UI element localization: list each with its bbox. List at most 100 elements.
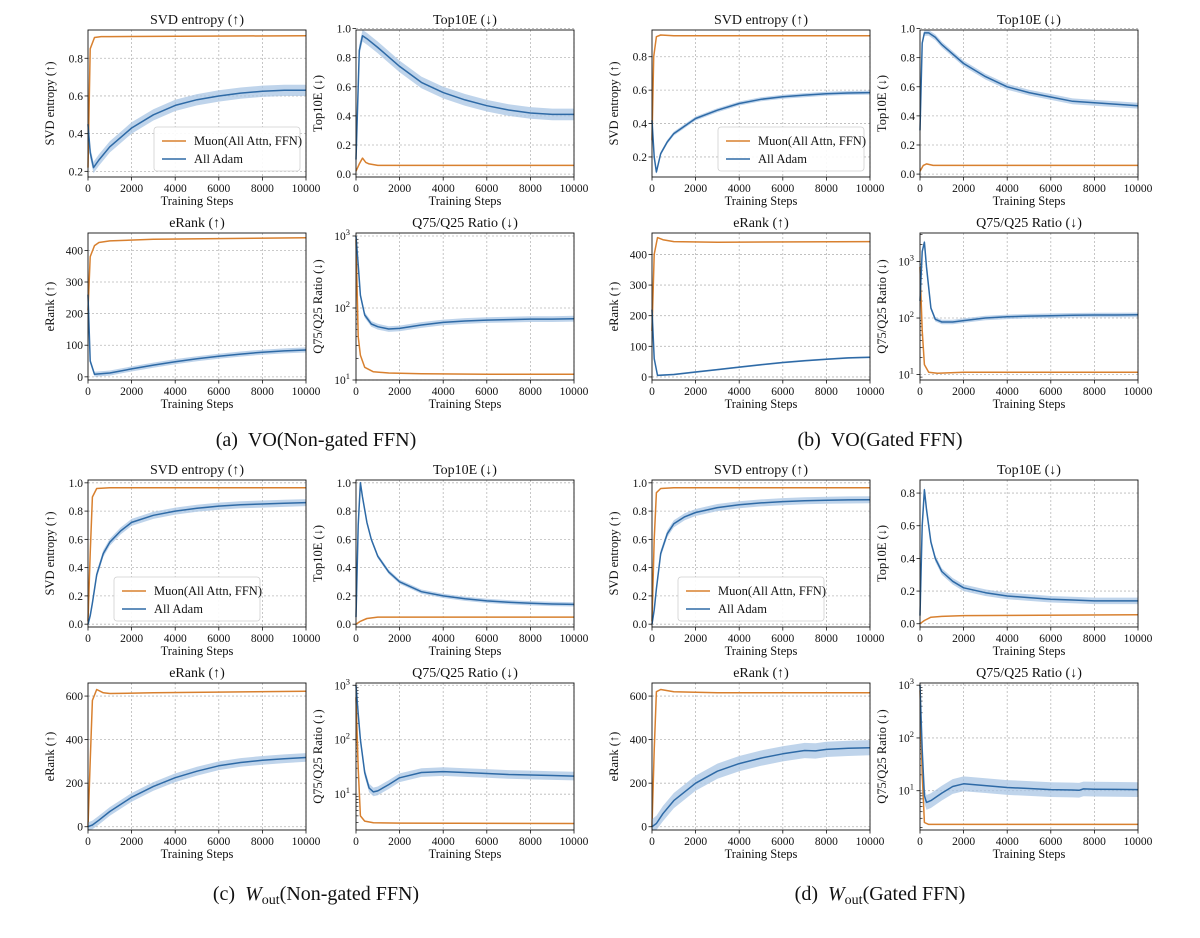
legend-box [677,576,825,622]
y-tick-label: 0.8 [337,53,352,65]
y-axis-label: Q75/Q25 Ratio (↓) [875,259,889,353]
y-tick-label: 0.0 [69,619,84,631]
plot-frame [919,682,1139,831]
x-tick-label: 0 [917,836,923,848]
y-tick-label: 102 [898,729,914,745]
plot-frame [87,682,307,831]
x-tick-label: 0 [649,386,655,398]
y-tick-label: 0.2 [901,140,916,152]
subplot-title: Q75/Q25 Ratio (↓) [976,216,1082,231]
y-tick-label: 0.8 [633,506,648,518]
y-axis-label: Top10E (↓) [311,525,325,582]
x-tick-label: 4000 [996,836,1019,848]
y-tick-label: 102 [334,731,350,747]
legend-label-adam: All Adam [718,602,767,616]
y-tick-label: 0.4 [69,129,84,141]
x-tick-label: 2000 [388,836,411,848]
y-tick-label: 0.2 [69,166,84,178]
y-tick-label: 0.2 [633,591,648,603]
y-tick-label: 0.6 [337,82,352,94]
legend: Muon(All Attn, FFN) All Adam [717,126,866,172]
x-tick-label: 8000 [519,386,542,398]
legend-label-muon: Muon(All Attn, FFN) [194,134,302,148]
x-tick-label: 4000 [728,633,751,645]
panel-caption-c: (c) Wout(Non-gated FFN) [213,883,419,908]
x-tick-label: 8000 [1083,633,1106,645]
x-tick-label: 10000 [856,836,885,848]
x-tick-label: 2000 [684,183,707,195]
series-line-adam [651,309,871,377]
y-axis-label: Q75/Q25 Ratio (↓) [311,259,325,353]
plot-frame [651,682,871,831]
plot-frame [919,29,1139,178]
caption-math-sub: out [845,893,863,908]
x-tick-label: 0 [85,386,91,398]
y-tick-label: 0.0 [337,169,352,181]
y-tick-label: 103 [898,253,914,269]
caption-prefix: (d) [795,883,818,905]
legend-label-muon: Muon(All Attn, FFN) [758,134,866,148]
x-tick-label: 6000 [475,633,498,645]
x-tick-label: 0 [649,183,655,195]
x-tick-label: 4000 [728,386,751,398]
series-line-muon [919,163,1138,172]
series-band-adam [920,239,1138,325]
y-tick-label: 1.0 [337,478,352,490]
y-axis-label: Q75/Q25 Ratio (↓) [311,709,325,803]
y-tick-label: 103 [334,676,350,692]
x-axis-label: Training Steps [161,847,234,861]
series-line-adam [87,89,306,169]
y-tick-label: 0.8 [337,506,352,518]
x-tick-label: 4000 [164,633,187,645]
x-axis-label: Training Steps [993,644,1066,658]
plot-frame [87,232,307,381]
subplot-title: Top10E (↓) [997,463,1061,478]
series-line-muon [355,697,575,825]
subplot-a-4: 0 2000 4000 6000 8000 10000 101 102 103 Q75/Q25 R… [311,216,589,411]
plot-frame [87,29,307,178]
x-tick-label: 6000 [771,633,794,645]
y-tick-label: 101 [898,782,914,798]
y-tick-label: 103 [334,227,350,243]
plot-frame [919,232,1139,381]
x-tick-label: 0 [917,183,923,195]
y-tick-label: 1.0 [633,478,648,490]
y-tick-label: 400 [630,735,648,747]
y-tick-label: 0.4 [633,119,648,131]
series-line-muon [355,616,574,625]
series-line-adam [355,482,575,618]
x-axis-label: Training Steps [993,847,1066,861]
series-line-adam [355,35,574,160]
legend-label-adam: All Adam [758,152,807,166]
x-tick-label: 0 [917,633,923,645]
y-tick-label: 0.6 [69,534,84,546]
x-axis-label: Training Steps [429,644,502,658]
subplot-title: Q75/Q25 Ratio (↓) [976,666,1082,681]
x-tick-label: 6000 [1039,386,1062,398]
subplot-b-4: 0 2000 4000 6000 8000 10000 101 102 103 Q75/Q25 R… [875,216,1153,411]
subplot-a-3: 0 2000 4000 6000 8000 10000 0 100 200 300 400 eRank… [43,216,321,411]
y-axis-label: Top10E (↓) [875,525,889,582]
subplot-title: SVD entropy (↑) [714,463,808,478]
legend-box [113,576,261,622]
x-tick-label: 4000 [996,633,1019,645]
y-tick-label: 0.6 [337,534,352,546]
x-tick-label: 6000 [1039,633,1062,645]
caption-math-var: W [245,883,264,905]
y-tick-label: 0.8 [901,53,916,65]
y-axis-label: eRank (↑) [607,282,621,332]
y-tick-label: 400 [66,245,84,257]
x-tick-label: 6000 [475,386,498,398]
x-tick-label: 6000 [771,386,794,398]
series-line-muon [919,690,1138,826]
y-tick-label: 0.6 [901,82,916,94]
y-axis-label: SVD entropy (↑) [43,61,57,145]
x-axis-label: Training Steps [429,397,502,411]
x-tick-label: 10000 [292,633,321,645]
series-line-adam [355,235,575,330]
y-tick-label: 1.0 [69,478,84,490]
caption-prefix: (c) [213,883,235,905]
x-tick-label: 10000 [1124,183,1153,195]
subplot-c-2: 0 2000 4000 6000 8000 10000 0.0 0.2 0.4 0.6 0.8 1.0… [311,463,589,658]
